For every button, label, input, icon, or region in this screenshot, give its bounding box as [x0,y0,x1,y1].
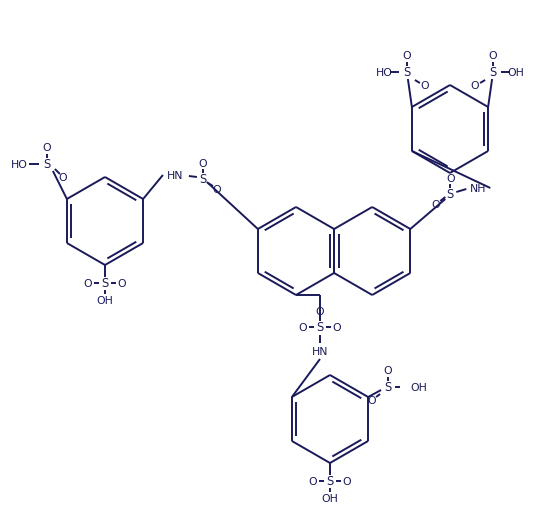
Text: S: S [43,158,51,171]
Text: O: O [368,395,376,405]
Text: O: O [309,476,317,486]
Text: O: O [118,278,127,289]
Text: S: S [326,474,334,488]
Text: O: O [471,81,480,91]
Text: O: O [489,51,497,61]
Text: HO: HO [11,160,27,169]
Text: OH: OH [97,295,113,305]
Text: O: O [402,51,411,61]
Text: OH: OH [321,493,339,503]
Text: S: S [102,277,109,290]
Text: O: O [332,322,341,332]
Text: S: S [199,173,206,186]
Text: S: S [316,321,324,334]
Text: O: O [384,365,392,375]
Text: HN: HN [312,346,328,356]
Text: S: S [447,188,454,201]
Text: O: O [446,174,455,184]
Text: HN: HN [166,171,183,181]
Text: O: O [431,200,440,210]
Text: S: S [490,66,497,79]
Text: O: O [199,159,207,168]
Text: O: O [213,185,221,194]
Text: O: O [316,306,324,317]
Text: O: O [342,476,351,486]
Text: S: S [403,66,411,79]
Text: O: O [59,173,67,183]
Text: OH: OH [410,382,427,392]
Text: O: O [84,278,92,289]
Text: OH: OH [508,68,524,78]
Text: O: O [299,322,307,332]
Text: HO: HO [375,68,392,78]
Text: S: S [385,381,392,394]
Text: O: O [421,81,429,91]
Text: O: O [43,143,51,153]
Text: NH: NH [470,184,487,193]
